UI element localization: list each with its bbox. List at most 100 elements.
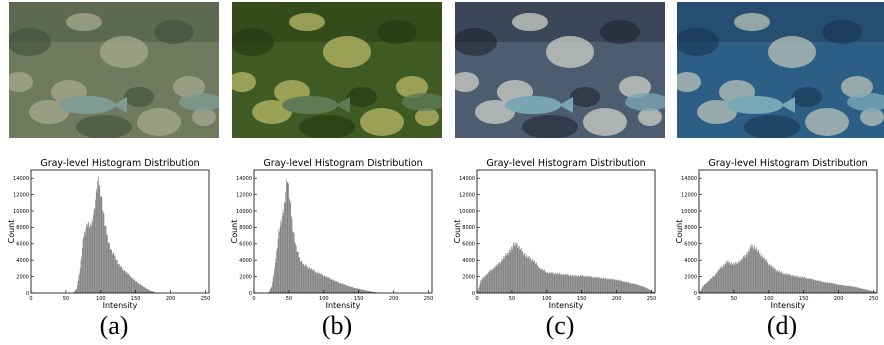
hist-bar: [488, 271, 489, 293]
hist-bar: [816, 280, 817, 293]
hist-bar: [510, 249, 512, 293]
hist-bar: [840, 284, 842, 293]
hist-bar: [479, 285, 480, 293]
hist-bar: [813, 279, 815, 293]
hist-bar: [734, 263, 736, 293]
hist-bar: [557, 274, 559, 293]
hist-bar: [75, 289, 77, 293]
hist-bar: [125, 272, 127, 293]
hist-bar: [635, 284, 637, 293]
hist-bar: [646, 288, 648, 293]
coral-patch: [734, 13, 770, 31]
hist-bar: [724, 265, 725, 293]
hist-bar: [810, 279, 812, 293]
hist-bar: [586, 277, 588, 293]
hist-bar: [116, 259, 118, 293]
x-tick-label: 250: [869, 296, 879, 302]
hist-bar: [300, 261, 302, 293]
hist-bar: [854, 287, 856, 293]
coral-patch: [619, 76, 651, 98]
hist-bar: [483, 276, 485, 293]
fish-body: [727, 96, 783, 114]
hist-bar: [271, 286, 273, 293]
hist-bar: [337, 282, 338, 293]
histogram-c: Gray-level Histogram Distribution 0 50 100 1…: [453, 155, 665, 310]
hist-bar: [645, 288, 647, 293]
hist-bar: [130, 275, 131, 293]
hist-bar: [529, 258, 531, 293]
hist-bar: [833, 283, 835, 293]
hist-bar: [564, 273, 566, 293]
hist-bar: [589, 276, 591, 293]
hist-bar: [828, 282, 829, 293]
hist-bar: [360, 289, 362, 293]
hist-bar: [524, 253, 526, 293]
x-tick-label: 50: [731, 296, 737, 302]
hist-bar: [129, 276, 131, 293]
hist-bar: [835, 284, 837, 293]
hist-bar: [599, 278, 601, 293]
hist-bar: [599, 277, 600, 293]
hist-bar: [356, 288, 358, 293]
hist-bar: [110, 249, 112, 293]
y-tick-label: 0: [694, 291, 697, 297]
coral-patch: [124, 87, 154, 107]
hist-bar: [328, 277, 330, 293]
hist-bar: [355, 288, 357, 293]
hist-bar: [812, 278, 813, 293]
hist-bar: [288, 183, 289, 293]
hist-bar: [323, 275, 325, 293]
hist-bar: [795, 276, 797, 293]
hist-bar: [519, 250, 521, 293]
hist-bar: [353, 288, 355, 293]
hist-bar: [495, 266, 496, 293]
hist-bar: [606, 278, 608, 293]
hist-bar: [767, 261, 769, 293]
hist-bar: [567, 273, 568, 293]
hist-bar: [826, 282, 827, 293]
coral-patch: [252, 100, 292, 124]
hist-bar: [735, 261, 736, 293]
hist-bar: [616, 279, 618, 293]
hist-bar: [629, 282, 631, 293]
hist-bar: [111, 254, 113, 293]
hist-bar: [148, 289, 149, 293]
hist-bar: [93, 208, 95, 293]
hist-bar: [341, 283, 342, 293]
fish-tail: [113, 97, 127, 113]
hist-bar: [321, 275, 323, 293]
hist-bar: [482, 277, 484, 293]
hist-bar: [743, 257, 745, 293]
hist-bar: [514, 242, 516, 293]
hist-bar: [548, 272, 550, 293]
y-tick-label: 2000: [462, 274, 475, 280]
hist-bar: [802, 276, 804, 293]
hist-bar: [624, 281, 625, 293]
hist-bar: [336, 281, 338, 293]
hist-bar: [555, 272, 556, 293]
hist-bar: [846, 286, 848, 293]
x-tick-label: 250: [424, 296, 434, 302]
hist-bar: [562, 273, 564, 293]
hist-bar: [749, 247, 751, 293]
hist-bar: [591, 276, 593, 293]
coral-patch: [583, 108, 627, 136]
hist-bar: [547, 271, 549, 293]
hist-bar: [566, 274, 568, 293]
hist-bar: [739, 262, 741, 293]
hist-bar: [559, 272, 561, 293]
coral-patch: [455, 28, 497, 56]
hist-bar: [708, 281, 710, 293]
hist-bar: [823, 281, 824, 293]
coral-patch: [677, 72, 701, 92]
hist-bar: [293, 232, 294, 293]
hist-bar: [749, 250, 750, 293]
hist-bar: [731, 264, 733, 293]
hist-bar: [837, 284, 839, 293]
hist-bar: [715, 272, 717, 293]
hist-bar: [650, 289, 651, 293]
hist-bar: [853, 286, 854, 293]
hist-bar: [366, 290, 368, 293]
hist-bar: [89, 225, 91, 293]
hist-bar: [539, 267, 540, 293]
